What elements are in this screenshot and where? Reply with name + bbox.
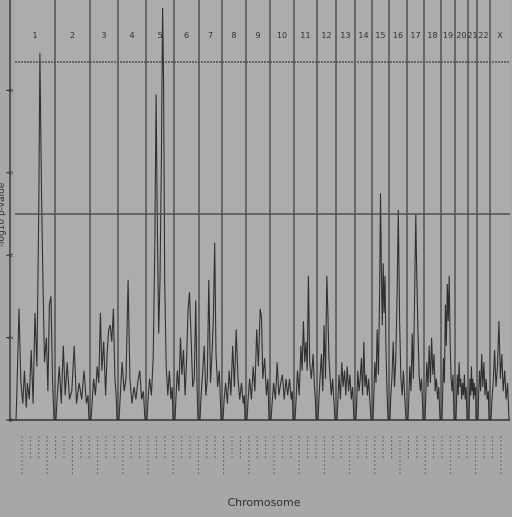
signal-trace-chr4 [118, 279, 146, 421]
chromosome-label: 15 [375, 31, 385, 40]
signal-trace-chr7 [199, 242, 222, 421]
signal-trace-chrX [490, 321, 510, 421]
signal-trace-chr1 [15, 53, 55, 421]
signal-trace-chr22 [477, 354, 490, 421]
chromosome-label: 16 [393, 31, 403, 40]
signal-trace-chr11 [294, 275, 317, 421]
chromosome-label: 1 [32, 31, 37, 40]
signal-trace-chr21 [468, 366, 477, 421]
y-tick-label: 4 [8, 253, 15, 257]
chromosome-label: 2 [70, 31, 75, 40]
signal-trace-chr19 [441, 275, 455, 421]
signal-trace-chr10 [270, 362, 294, 421]
chromosome-label: 11 [300, 31, 310, 40]
y-tick-label: 2 [8, 336, 15, 340]
chromosome-label: X [497, 31, 503, 40]
signal-trace-chr9 [246, 308, 270, 421]
chromosome-labels: 1 2 3 4 5 6 7 8 9 10 11 12 13 14 15 16 17 18 19 20 21 22 X [32, 31, 503, 40]
signal-trace-chr16 [389, 209, 407, 421]
chromosome-label: 7 [208, 31, 213, 40]
chromosome-label: 21 [467, 31, 477, 40]
signal-trace-chr18 [424, 337, 441, 421]
chromosome-label: 19 [443, 31, 453, 40]
chromosome-label: 14 [358, 31, 368, 40]
chromosome-label: 10 [277, 31, 287, 40]
x-axis-label: Chromosome [227, 496, 300, 509]
signal-trace-chr20 [455, 362, 468, 421]
chromosome-label: 3 [101, 31, 106, 40]
y-tick-label: 6 [8, 171, 15, 175]
chromosome-label: 20 [456, 31, 466, 40]
y-tick-label: 8 [8, 88, 15, 92]
signal-trace-chr13 [336, 362, 355, 421]
chromosome-label: 12 [321, 31, 331, 40]
chromosome-label: 22 [478, 31, 488, 40]
signal-trace-chr6 [174, 292, 199, 421]
signal-trace-chr8 [222, 329, 246, 421]
signal-trace-chr3 [90, 308, 118, 421]
chromosome-label: 18 [427, 31, 437, 40]
signal-series-group [15, 7, 510, 421]
chromosome-label: 6 [184, 31, 189, 40]
signal-trace-chr12 [317, 275, 336, 421]
chromosome-label: 9 [255, 31, 260, 40]
signal-trace-chr2 [55, 345, 90, 421]
chromosome-dividers [54, 0, 491, 420]
chromosome-label: 4 [129, 31, 134, 40]
chromosome-label: 5 [157, 31, 162, 40]
chromosome-label: 17 [410, 31, 420, 40]
chromosome-label: 13 [340, 31, 350, 40]
signal-trace-chr15 [372, 193, 389, 421]
y-ticks: 0 2 4 6 8 [6, 88, 15, 422]
chromosome-label: 8 [231, 31, 236, 40]
signal-trace-chr5 [146, 7, 174, 421]
y-axis-label: -log10 p-value [0, 182, 7, 247]
signal-trace-chr14 [355, 341, 372, 421]
y-tick-label: 0 [8, 418, 15, 422]
